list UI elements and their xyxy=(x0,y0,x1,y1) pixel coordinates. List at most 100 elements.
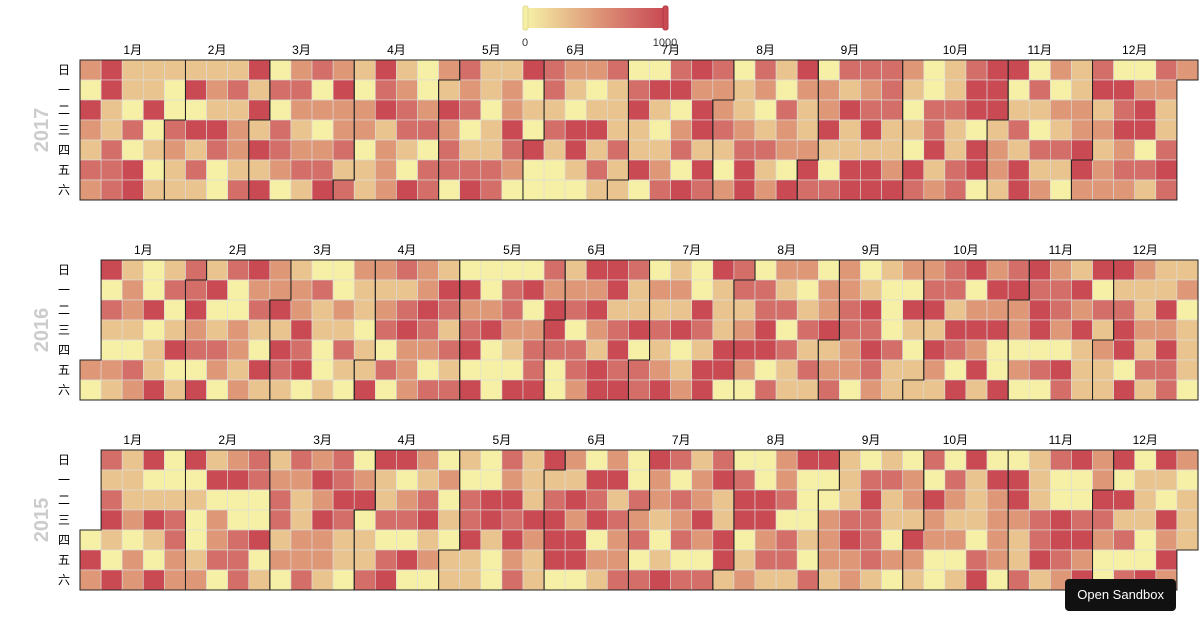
day-cell[interactable] xyxy=(501,359,524,381)
day-cell[interactable] xyxy=(185,549,207,571)
day-cell[interactable] xyxy=(206,529,228,551)
day-cell[interactable] xyxy=(881,379,903,401)
day-cell[interactable] xyxy=(290,549,313,571)
day-cell[interactable] xyxy=(459,79,482,101)
day-cell[interactable] xyxy=(1071,489,1093,511)
day-cell[interactable] xyxy=(353,469,376,491)
day-cell[interactable] xyxy=(775,549,798,571)
day-cell[interactable] xyxy=(543,509,566,531)
day-cell[interactable] xyxy=(965,489,988,511)
day-cell[interactable] xyxy=(100,119,123,141)
day-cell[interactable] xyxy=(522,549,545,571)
day-cell[interactable] xyxy=(1071,279,1093,301)
day-cell[interactable] xyxy=(248,509,271,531)
day-cell[interactable] xyxy=(269,489,292,511)
day-cell[interactable] xyxy=(839,509,861,531)
day-cell[interactable] xyxy=(1007,489,1030,511)
day-cell[interactable] xyxy=(1113,59,1136,81)
day-cell[interactable] xyxy=(353,359,376,381)
day-cell[interactable] xyxy=(1007,339,1030,361)
day-cell[interactable] xyxy=(986,509,1009,531)
day-cell[interactable] xyxy=(185,279,207,301)
day-cell[interactable] xyxy=(332,549,355,571)
day-cell[interactable] xyxy=(142,59,165,81)
day-cell[interactable] xyxy=(712,179,735,201)
day-cell[interactable] xyxy=(396,279,418,301)
day-cell[interactable] xyxy=(417,59,439,81)
day-cell[interactable] xyxy=(311,119,334,141)
day-cell[interactable] xyxy=(1071,179,1093,201)
day-cell[interactable] xyxy=(585,159,608,181)
day-cell[interactable] xyxy=(121,379,144,401)
day-cell[interactable] xyxy=(1092,509,1114,531)
day-cell[interactable] xyxy=(121,299,144,321)
day-cell[interactable] xyxy=(1050,279,1072,301)
day-cell[interactable] xyxy=(670,59,693,81)
day-cell[interactable] xyxy=(818,569,840,591)
day-cell[interactable] xyxy=(459,509,482,531)
day-cell[interactable] xyxy=(585,59,608,81)
day-cell[interactable] xyxy=(438,79,460,101)
day-cell[interactable] xyxy=(1071,469,1093,491)
day-cell[interactable] xyxy=(1134,529,1157,551)
day-cell[interactable] xyxy=(670,319,693,341)
day-cell[interactable] xyxy=(185,79,207,101)
day-cell[interactable] xyxy=(860,549,882,571)
day-cell[interactable] xyxy=(100,509,123,531)
day-cell[interactable] xyxy=(248,319,271,341)
day-cell[interactable] xyxy=(290,179,313,201)
day-cell[interactable] xyxy=(628,339,650,361)
day-cell[interactable] xyxy=(796,509,819,531)
day-cell[interactable] xyxy=(79,59,102,81)
day-cell[interactable] xyxy=(670,379,693,401)
day-cell[interactable] xyxy=(459,119,482,141)
day-cell[interactable] xyxy=(1028,339,1051,361)
day-cell[interactable] xyxy=(670,359,693,381)
day-cell[interactable] xyxy=(522,179,545,201)
day-cell[interactable] xyxy=(712,99,735,121)
day-cell[interactable] xyxy=(121,159,144,181)
day-cell[interactable] xyxy=(353,529,376,551)
day-cell[interactable] xyxy=(100,299,123,321)
day-cell[interactable] xyxy=(522,119,545,141)
day-cell[interactable] xyxy=(142,339,165,361)
day-cell[interactable] xyxy=(754,79,777,101)
day-cell[interactable] xyxy=(1092,529,1114,551)
day-cell[interactable] xyxy=(417,449,439,471)
day-cell[interactable] xyxy=(607,489,629,511)
day-cell[interactable] xyxy=(353,549,376,571)
day-cell[interactable] xyxy=(100,79,123,101)
day-cell[interactable] xyxy=(290,259,313,281)
day-cell[interactable] xyxy=(670,79,693,101)
day-cell[interactable] xyxy=(79,529,102,551)
day-cell[interactable] xyxy=(818,359,840,381)
day-cell[interactable] xyxy=(1134,279,1157,301)
day-cell[interactable] xyxy=(986,469,1009,491)
day-cell[interactable] xyxy=(818,279,840,301)
day-cell[interactable] xyxy=(1050,159,1072,181)
day-cell[interactable] xyxy=(417,119,439,141)
day-cell[interactable] xyxy=(227,509,250,531)
day-cell[interactable] xyxy=(881,469,903,491)
day-cell[interactable] xyxy=(438,569,460,591)
day-cell[interactable] xyxy=(1071,299,1093,321)
day-cell[interactable] xyxy=(290,79,313,101)
day-cell[interactable] xyxy=(965,449,988,471)
day-cell[interactable] xyxy=(564,449,587,471)
day-cell[interactable] xyxy=(839,79,861,101)
day-cell[interactable] xyxy=(754,339,777,361)
day-cell[interactable] xyxy=(1007,359,1030,381)
day-cell[interactable] xyxy=(227,159,250,181)
day-cell[interactable] xyxy=(417,259,439,281)
day-cell[interactable] xyxy=(1071,139,1093,161)
day-cell[interactable] xyxy=(1176,299,1199,321)
day-cell[interactable] xyxy=(754,139,777,161)
day-cell[interactable] xyxy=(1155,79,1178,101)
day-cell[interactable] xyxy=(290,139,313,161)
day-cell[interactable] xyxy=(860,79,882,101)
day-cell[interactable] xyxy=(248,569,271,591)
day-cell[interactable] xyxy=(522,279,545,301)
day-cell[interactable] xyxy=(607,79,629,101)
day-cell[interactable] xyxy=(142,139,165,161)
day-cell[interactable] xyxy=(733,179,756,201)
